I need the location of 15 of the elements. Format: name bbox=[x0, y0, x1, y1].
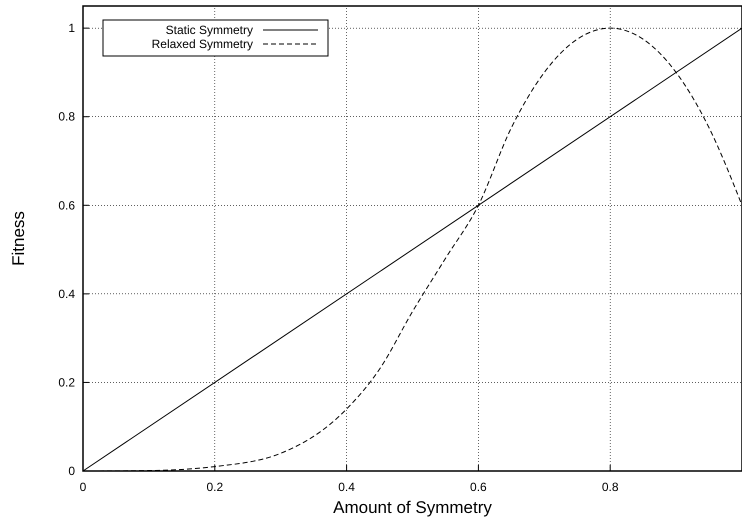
y-tick-label: 1 bbox=[68, 21, 76, 36]
y-tick-label: 0.6 bbox=[58, 198, 76, 212]
x-tick-label: 0.2 bbox=[206, 480, 224, 494]
y-axis-title: Fitness bbox=[9, 211, 28, 266]
y-tick-label: 0.4 bbox=[58, 286, 76, 301]
x-tick-label: 0.8 bbox=[602, 480, 619, 494]
legend-label: Relaxed Symmetry bbox=[152, 37, 253, 51]
legend-label: Static Symmetry bbox=[166, 23, 253, 37]
x-tick-label: 0.4 bbox=[338, 480, 356, 494]
x-axis-title: Amount of Symmetry bbox=[333, 498, 492, 517]
y-tick-label: 0.2 bbox=[58, 375, 76, 390]
x-tick-label: 0 bbox=[80, 480, 87, 494]
y-tick-label: 0 bbox=[68, 464, 76, 478]
x-tick-label: 0.6 bbox=[470, 480, 488, 494]
y-tick-label: 0.8 bbox=[58, 110, 76, 124]
